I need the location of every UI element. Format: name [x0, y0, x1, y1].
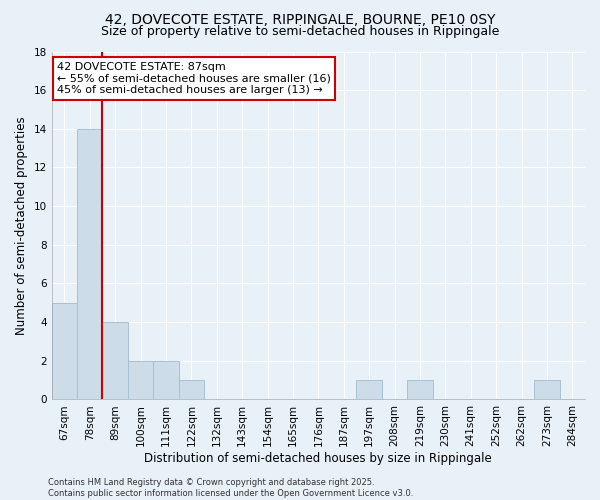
X-axis label: Distribution of semi-detached houses by size in Rippingale: Distribution of semi-detached houses by …	[145, 452, 492, 465]
Bar	[356, 380, 382, 400]
Bar	[179, 380, 204, 400]
Text: Contains HM Land Registry data © Crown copyright and database right 2025.
Contai: Contains HM Land Registry data © Crown c…	[48, 478, 413, 498]
Text: 42 DOVECOTE ESTATE: 87sqm
← 55% of semi-detached houses are smaller (16)
45% of : 42 DOVECOTE ESTATE: 87sqm ← 55% of semi-…	[57, 62, 331, 95]
Bar	[153, 361, 179, 400]
Bar	[407, 380, 433, 400]
Bar	[103, 322, 128, 400]
Y-axis label: Number of semi-detached properties: Number of semi-detached properties	[15, 116, 28, 335]
Text: 42, DOVECOTE ESTATE, RIPPINGALE, BOURNE, PE10 0SY: 42, DOVECOTE ESTATE, RIPPINGALE, BOURNE,…	[105, 12, 495, 26]
Bar	[534, 380, 560, 400]
Bar	[77, 129, 103, 400]
Text: Size of property relative to semi-detached houses in Rippingale: Size of property relative to semi-detach…	[101, 25, 499, 38]
Bar	[128, 361, 153, 400]
Bar	[52, 303, 77, 400]
